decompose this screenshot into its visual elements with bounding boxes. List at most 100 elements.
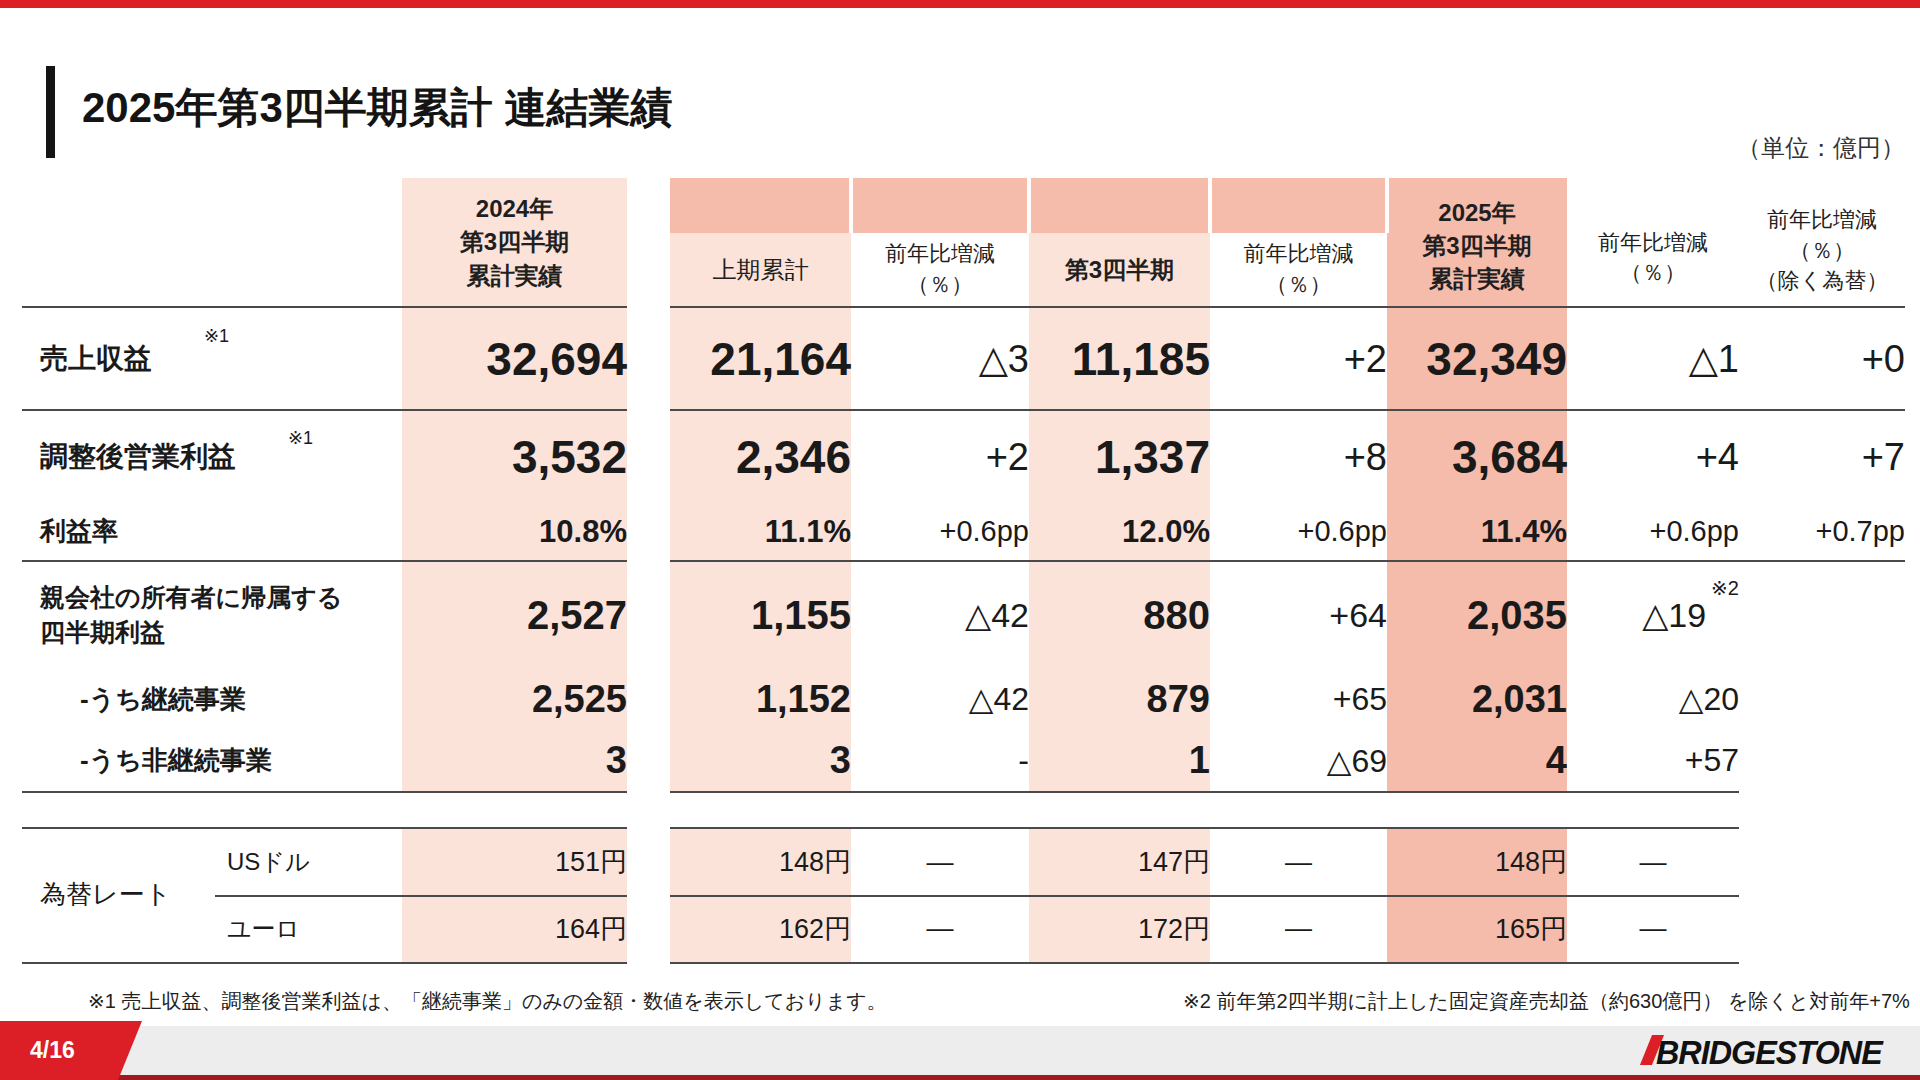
fx-value: — <box>851 829 1029 895</box>
col-header-yoy-exfx: 前年比増減 （％） （除く為替） <box>1739 192 1905 310</box>
cell-value: △20 <box>1567 668 1761 730</box>
fx-value: — <box>851 895 1029 962</box>
row-label-text: -うち継続事業 <box>80 682 246 717</box>
cell-value: +0.6pp <box>1210 503 1409 560</box>
cell-value: 3,684 <box>1387 411 1589 503</box>
row-label-text: -うち非継続事業 <box>80 743 272 778</box>
fx-value: 172円 <box>1029 895 1232 962</box>
cell-value: 11.4% <box>1387 503 1589 560</box>
title-accent-bar <box>46 66 55 158</box>
row-label: 親会社の所有者に帰属する 四半期利益 <box>22 562 420 668</box>
row-label: -うち継続事業 <box>22 668 460 730</box>
band-separator <box>1027 178 1031 233</box>
cell-value: 1,152 <box>670 668 873 730</box>
table-line <box>670 962 1739 964</box>
footnote-1: ※1 売上収益、調整後営業利益は、「継続事業」のみの金額・数値を表示しております… <box>88 988 887 1015</box>
row-label: -うち非継続事業 <box>22 730 460 791</box>
row-label: 売上収益 ※1 <box>22 309 420 409</box>
bridgestone-logo: BRIDGESTONE <box>1646 1031 1888 1073</box>
cell-value: +0.6pp <box>851 503 1051 560</box>
cell-value: 12.0% <box>1029 503 1232 560</box>
cell-value: +2 <box>851 411 1051 503</box>
row-label-text: 調整後営業利益 <box>40 438 236 476</box>
cell-value: 1,337 <box>1029 411 1232 503</box>
col-header-h1-yoy: 前年比増減 （％） <box>851 233 1029 306</box>
row-label-text: 売上収益 <box>40 340 152 378</box>
fx-value: — <box>1567 895 1739 962</box>
unit-note: （単位：億円） <box>1660 132 1905 164</box>
col-header-q3: 第3四半期 <box>1029 233 1210 306</box>
cell-value: △42 <box>851 562 1051 668</box>
fx-value: 147円 <box>1029 829 1232 895</box>
table-line <box>670 306 1905 308</box>
page-number-badge: 4/16 <box>0 1021 142 1080</box>
col-header-fy2025: 2025年 第3四半期 累計実績 <box>1387 185 1567 306</box>
fx-value: — <box>1567 829 1739 895</box>
fx-currency-label: USドル <box>215 829 414 895</box>
cell-value: +64 <box>1210 562 1409 668</box>
col-header-fy2024: 2024年 第3四半期 累計実績 <box>402 178 627 306</box>
row-label: 利益率 <box>22 503 420 560</box>
cell-value: +4 <box>1567 411 1761 503</box>
row-label-text: 親会社の所有者に帰属する 四半期利益 <box>40 580 342 650</box>
cell-value: △3 <box>851 309 1051 409</box>
page-number: 4/16 <box>30 1037 75 1064</box>
cell-value: +65 <box>1210 668 1409 730</box>
page-title: 2025年第3四半期累計 連結業績 <box>82 80 672 136</box>
cell-value: △19 ※2 <box>1567 562 1761 668</box>
footnote-marker: ※2 <box>1711 576 1739 600</box>
footnote-2: ※2 前年第2四半期に計上した固定資産売却益（約630億円） を除くと対前年+7… <box>1183 988 1910 1015</box>
cell-value: 4 <box>1387 730 1589 791</box>
cell-value: +0.6pp <box>1567 503 1761 560</box>
cell-value: 11,185 <box>1029 309 1232 409</box>
cell-value: +2 <box>1210 309 1409 409</box>
band-separator <box>849 178 853 233</box>
fx-value: 148円 <box>1387 829 1589 895</box>
row-label: 調整後営業利益 ※1 <box>22 411 420 503</box>
footer-bar <box>0 1026 1920 1075</box>
table-line <box>22 306 627 308</box>
cell-value-text: △19 <box>1642 595 1706 635</box>
fx-value: 148円 <box>670 829 873 895</box>
cell-value: +0 <box>1739 309 1920 409</box>
cell-value: 2,525 <box>402 668 649 730</box>
fx-value: 151円 <box>402 829 649 895</box>
top-accent-strip <box>0 0 1920 8</box>
cell-value: +57 <box>1567 730 1761 791</box>
fx-value: 164円 <box>402 895 649 962</box>
cell-value: 880 <box>1029 562 1232 668</box>
cell-value: 2,346 <box>670 411 873 503</box>
cell-value: 1 <box>1029 730 1232 791</box>
cell-value: 3,532 <box>402 411 649 503</box>
col-header-yoy: 前年比増減 （％） <box>1567 210 1739 306</box>
band-separator <box>1208 178 1212 233</box>
col-header-q3-yoy: 前年比増減 （％） <box>1210 233 1387 306</box>
logo-wordmark: BRIDGESTONE <box>1656 1033 1882 1072</box>
cell-value: 11.1% <box>670 503 873 560</box>
cell-value: 1,155 <box>670 562 873 668</box>
table-line <box>22 791 627 793</box>
cell-value: +8 <box>1210 411 1409 503</box>
fx-value: 165円 <box>1387 895 1589 962</box>
col-header-h1: 上期累計 <box>670 233 851 306</box>
cell-value: △1 <box>1567 309 1761 409</box>
table-line <box>22 962 627 964</box>
row-label-text: 利益率 <box>40 514 118 549</box>
cell-value: 32,349 <box>1387 309 1589 409</box>
fx-currency-label: ユーロ <box>215 895 414 962</box>
fx-section-label: 為替レート <box>22 827 233 962</box>
cell-value: - <box>851 730 1051 791</box>
fx-value: — <box>1210 895 1387 962</box>
cell-value: 2,031 <box>1387 668 1589 730</box>
cell-value: 32,694 <box>402 309 649 409</box>
footnote-marker: ※1 <box>288 427 313 449</box>
cell-value: △42 <box>851 668 1051 730</box>
cell-value: 2,527 <box>402 562 649 668</box>
cell-value: 10.8% <box>402 503 649 560</box>
cell-value: 3 <box>402 730 649 791</box>
fx-value: 162円 <box>670 895 873 962</box>
cell-value: +0.7pp <box>1739 503 1920 560</box>
cell-value: +7 <box>1739 411 1920 503</box>
cell-value: 21,164 <box>670 309 873 409</box>
cell-value: △69 <box>1210 730 1409 791</box>
